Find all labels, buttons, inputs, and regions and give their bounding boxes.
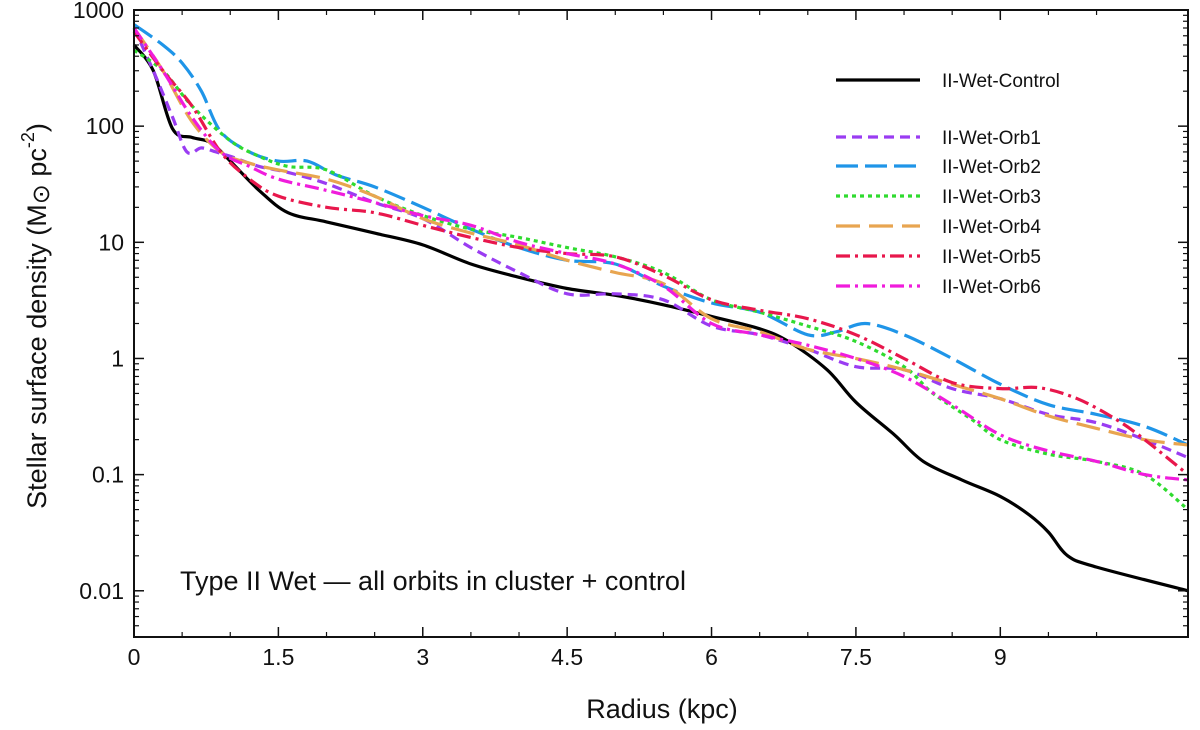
x-tick-label: 7.5 xyxy=(840,644,872,670)
y-axis-title-unit: pc xyxy=(22,148,52,184)
legend-label: II-Wet-Control xyxy=(942,71,1060,92)
series-line-ii-wet-control xyxy=(132,43,1189,593)
series-line-ii-wet-orb3 xyxy=(133,48,1190,511)
y-tick-label: 1 xyxy=(111,345,124,371)
x-tick-label: 3 xyxy=(416,644,429,670)
axis-ticks: 0 1.5 3 4.5 6 7.5 9 0.01 0.1 1 10 100 1000 xyxy=(73,0,1188,670)
series-lines xyxy=(132,23,1190,593)
series-line-ii-wet-orb5 xyxy=(132,30,1190,476)
sun-symbol-icon: ⊙ xyxy=(28,184,55,204)
y-axis-title: Stellar surface density (M⊙ pc-2) xyxy=(18,123,55,509)
y-tick-label: 10 xyxy=(98,229,124,255)
y-tick-label: 100 xyxy=(86,113,124,139)
y-tick-label: 0.1 xyxy=(92,462,124,488)
series-line-ii-wet-orb1 xyxy=(132,27,1189,460)
y-axis-title-main: Stellar surface density (M xyxy=(22,204,52,509)
y-axis-title-close: ) xyxy=(22,123,52,132)
legend-label: II-Wet-Orb5 xyxy=(942,247,1041,268)
x-tick-label: 1.5 xyxy=(262,644,294,670)
y-axis-title-exponent: -2 xyxy=(18,132,38,148)
svg-text:Stellar surface density (M⊙ pc: Stellar surface density (M⊙ pc-2) xyxy=(18,123,55,509)
legend: II-Wet-Control II-Wet-Orb1 II-Wet-Orb2 II-W… xyxy=(836,71,1060,298)
x-axis-title: Radius (kpc) xyxy=(586,694,738,724)
x-tick-label: 4.5 xyxy=(551,644,583,670)
y-tick-label: 1000 xyxy=(73,0,124,23)
legend-label: II-Wet-Orb6 xyxy=(942,277,1041,298)
legend-label: II-Wet-Orb4 xyxy=(942,217,1041,238)
legend-label: II-Wet-Orb2 xyxy=(942,157,1041,178)
legend-label: II-Wet-Orb3 xyxy=(942,187,1041,208)
plot-frame xyxy=(133,9,1189,638)
x-tick-label: 0 xyxy=(128,644,141,670)
x-tick-label: 6 xyxy=(705,644,718,670)
series-line-ii-wet-orb4 xyxy=(132,27,1189,447)
chart-annotation: Type II Wet — all orbits in cluster + co… xyxy=(180,566,686,596)
legend-label: II-Wet-Orb1 xyxy=(942,128,1041,149)
y-tick-label: 0.01 xyxy=(79,578,124,604)
x-tick-label: 9 xyxy=(994,644,1007,670)
series-line-ii-wet-orb6 xyxy=(132,27,1189,482)
